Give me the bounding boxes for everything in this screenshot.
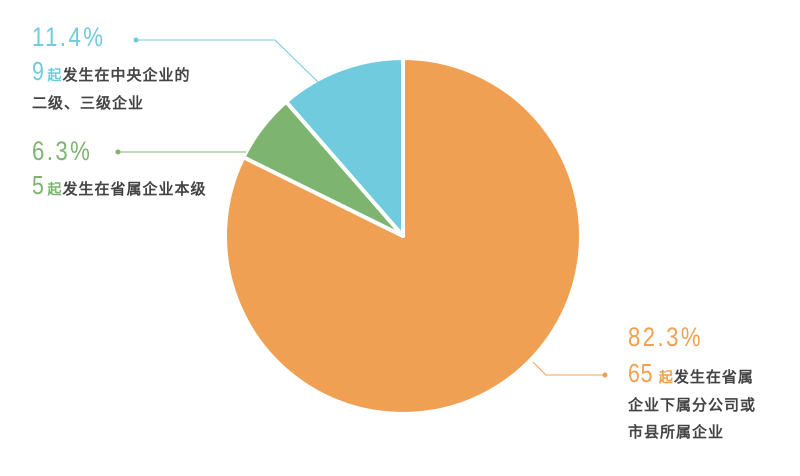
count: 5 — [32, 170, 45, 200]
unit: 起 — [47, 68, 63, 84]
leader-subsidiary — [532, 361, 605, 376]
label-pct-provincial: 6.3% — [32, 136, 93, 166]
leader-provincial-dot — [115, 149, 121, 155]
unit: 起 — [47, 182, 63, 198]
text-line: 企业下属分公司或 — [628, 396, 757, 414]
text-line: 发生在省属企业本级 — [62, 180, 207, 198]
count: 9 — [32, 56, 45, 86]
leader-central-dot — [133, 37, 139, 43]
text-line: 二级、三级企业 — [32, 94, 145, 112]
label-pct-central: 11.4% — [32, 22, 106, 52]
unit: 起 — [658, 370, 674, 386]
label-desc-provincial: 5 起发生在省属企业本级 — [32, 172, 206, 204]
label-desc-central: 9 起发生在中央企业的 二级、三级企业 — [32, 58, 190, 117]
label-pct-subsidiary: 82.3% — [628, 322, 704, 352]
text-line: 发生在省属 — [673, 368, 754, 386]
count: 65 — [628, 358, 654, 388]
leader-subsidiary-dot — [602, 372, 608, 378]
text-line: 市县所属企业 — [628, 423, 725, 441]
slice-central — [284, 56, 405, 238]
text-line: 发生在中央企业的 — [62, 66, 191, 84]
label-desc-subsidiary: 65 起发生在省属 企业下属分公司或 市县所属企业 — [628, 360, 756, 446]
leader-central — [136, 39, 319, 83]
